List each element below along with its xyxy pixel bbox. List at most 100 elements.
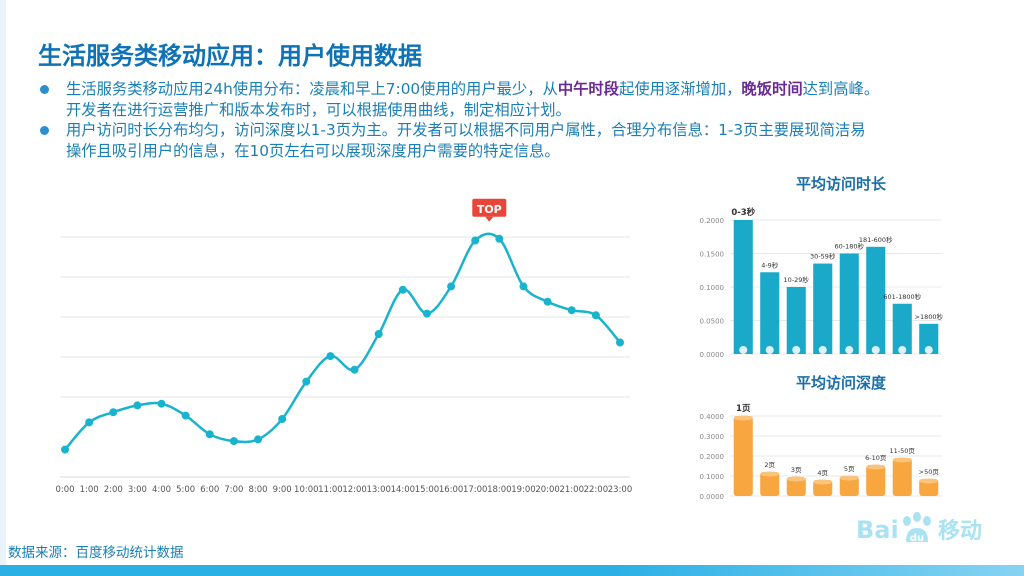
- data-point: [157, 399, 166, 408]
- bar-cap: [866, 464, 886, 470]
- bar: [919, 479, 939, 496]
- x-tick-label: 12:00: [342, 485, 367, 495]
- data-point: [254, 435, 263, 444]
- x-tick-label: 4:00: [152, 485, 171, 495]
- bar: [813, 263, 833, 354]
- data-point: [616, 338, 624, 347]
- bar: [892, 458, 912, 496]
- bar-cap: [919, 478, 939, 484]
- y-tick-label: 0.1000: [700, 284, 725, 292]
- bar-cap: [892, 457, 912, 463]
- bar-label: 3页: [791, 466, 802, 474]
- bar: [839, 253, 859, 354]
- x-tick-label: 22:00: [584, 485, 609, 495]
- bar-label: 4页: [817, 469, 828, 477]
- highlight-dinner: 晚饭时间: [741, 80, 803, 98]
- bullet-text: 生活服务类移动应用24h使用分布：凌晨和早上7:00使用的用户最少，从: [66, 80, 558, 98]
- bar: [866, 246, 886, 354]
- data-point: [495, 234, 504, 243]
- y-tick-label: 0.1000: [700, 473, 725, 481]
- chart-title: 平均访问深度: [796, 374, 887, 392]
- x-tick-label: 0:00: [55, 485, 74, 495]
- data-point: [205, 430, 214, 439]
- chart-title: 平均访问时长: [796, 175, 887, 193]
- data-point: [567, 306, 576, 315]
- data-point: [229, 437, 238, 446]
- bar-label: 0-3秒: [731, 207, 755, 218]
- bar-cap: [839, 475, 859, 481]
- x-tick-label: 15:00: [415, 485, 440, 495]
- data-point: [471, 236, 480, 245]
- bullet-line: 生活服务类移动应用24h使用分布：凌晨和早上7:00使用的用户最少，从中午时段起…: [66, 79, 973, 100]
- x-tick-label: 5:00: [176, 485, 195, 495]
- bar: [786, 477, 806, 496]
- bullet-dot-icon: [40, 126, 49, 135]
- top-badge: [472, 198, 507, 217]
- average-duration-bar-chart: 平均访问时长 0.0000 0.0500 0.1000 0.1500 0.2000 0-3秒…: [700, 175, 944, 358]
- data-point: [61, 445, 69, 454]
- data-point: [519, 282, 528, 291]
- bullet-line: 用户访问时长分布均匀，访问深度以1-3页为主。开发者可以根据不同用户属性，合理分…: [66, 121, 866, 139]
- bar-cap: [760, 471, 780, 477]
- data-source-note: 数据来源：百度移动统计数据: [8, 545, 184, 561]
- x-tick-label: 16:00: [439, 485, 464, 495]
- x-tick-label: 2:00: [104, 485, 123, 495]
- bar: [760, 272, 780, 354]
- footer-bar: [0, 565, 1024, 576]
- bar-icon: [898, 346, 907, 354]
- data-point: [278, 415, 287, 423]
- bullet-dot-icon: [40, 85, 49, 94]
- x-tick-label: 23:00: [608, 485, 633, 495]
- x-tick-label: 10:00: [294, 485, 319, 495]
- x-tick-label: 20:00: [535, 485, 560, 495]
- bar: [786, 287, 806, 354]
- bar: [839, 476, 859, 496]
- data-point: [302, 377, 311, 386]
- y-tick-label: 0.0000: [700, 351, 725, 358]
- data-point: [85, 418, 94, 427]
- bar-label: 30-59秒: [810, 252, 836, 261]
- data-point: [350, 365, 359, 374]
- bullet-list: 生活服务类移动应用24h使用分布：凌晨和早上7:00使用的用户最少，从中午时段起…: [38, 79, 973, 161]
- bar-label: 11-50页: [890, 447, 916, 455]
- x-tick-label: 3:00: [128, 485, 147, 495]
- x-tick-label: 1:00: [80, 485, 99, 495]
- bar-label: 601-1800秒: [883, 292, 921, 301]
- x-tick-label: 19:00: [511, 485, 536, 495]
- average-depth-bar-chart: 平均访问深度 0.0000 0.1000 0.2000 0.3000 0.4000 1页 2页…: [700, 374, 942, 501]
- bar-label: 5页: [844, 465, 855, 473]
- y-tick-label: 0.0500: [700, 318, 725, 326]
- bar-icon: [792, 346, 801, 354]
- bar-label: 2页: [764, 461, 775, 469]
- data-point: [543, 297, 552, 306]
- top-badge-label: TOP: [477, 203, 502, 216]
- page-title: 生活服务类移动应用：用户使用数据: [38, 42, 422, 70]
- data-point: [109, 408, 118, 417]
- x-tick-label: 18:00: [487, 485, 512, 495]
- bar: [733, 220, 753, 354]
- x-tick-label: 9:00: [273, 485, 292, 495]
- bar-cap: [786, 476, 806, 482]
- bar-label: 6-10页: [865, 454, 887, 462]
- bar-label: 181-600秒: [859, 235, 893, 244]
- data-point: [374, 330, 383, 338]
- y-tick-label: 0.2000: [700, 453, 725, 461]
- left-edge-decoration: [0, 0, 6, 576]
- bar: [733, 416, 753, 496]
- bar-icon: [765, 346, 774, 354]
- bar-icon: [845, 346, 854, 354]
- x-tick-label: 11:00: [318, 485, 343, 495]
- bullet-text: 达到高峰。: [802, 80, 880, 98]
- bar-cap: [733, 415, 753, 421]
- data-point: [181, 411, 190, 420]
- logo-du-text: du: [910, 533, 924, 544]
- bar-icon: [871, 346, 880, 354]
- data-point: [133, 401, 142, 410]
- data-point: [398, 285, 407, 294]
- data-point: [326, 352, 335, 361]
- x-tick-label: 14:00: [391, 485, 416, 495]
- logo-mobile-text: 移动: [938, 518, 982, 544]
- x-tick-label: 8:00: [248, 485, 267, 495]
- y-tick-label: 0.1500: [700, 251, 725, 259]
- bar-label: 4-9秒: [761, 260, 779, 269]
